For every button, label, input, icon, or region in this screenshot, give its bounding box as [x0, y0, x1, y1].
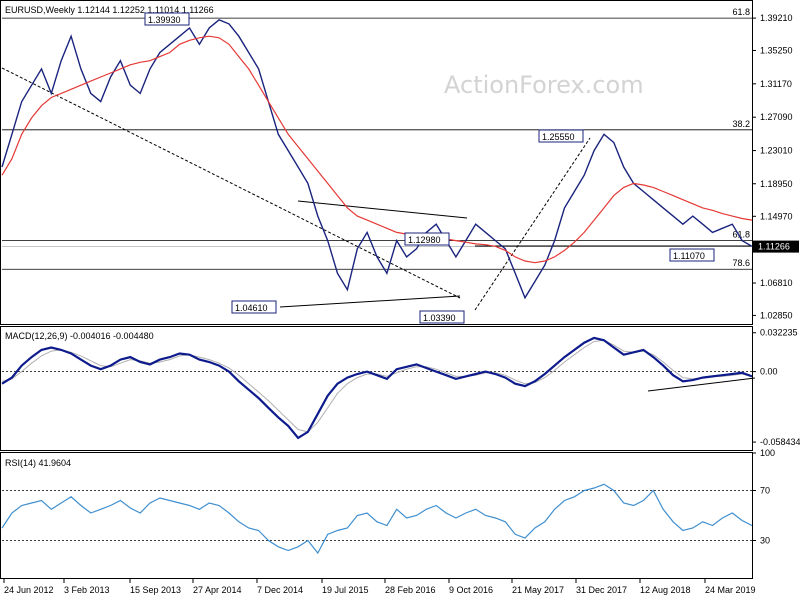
macd-series: [1, 336, 753, 440]
last-price-label: 1.11266: [758, 242, 790, 252]
macd-trend-line: [647, 377, 756, 392]
price-y-tick-label: 1.06810: [760, 278, 793, 288]
price-annotation-label: 1.03390: [423, 313, 456, 323]
price-y-tick-label: 1.23010: [760, 146, 793, 156]
rsi-line: [1, 483, 753, 555]
long-downtrend-line: [1, 67, 461, 299]
price-annotation-box: [419, 310, 465, 324]
x-axis: 24 Jun 2012 3 Feb 2013 15 Sep 2013 27 Apr 2…: [3, 579, 756, 595]
price-annotation-label: 1.11070: [673, 251, 705, 261]
macd-y-axis: 0.032235 0.00 -0.058434: [752, 328, 800, 447]
uptrend-dashed-line: [474, 137, 591, 311]
last-price-tag: [753, 240, 799, 253]
price-series: [1, 18, 753, 300]
x-tick-label: 24 Mar 2019: [705, 585, 756, 595]
price-y-tick-label: 1.35250: [760, 45, 793, 55]
price-annotation-box: [231, 300, 277, 314]
price-annotation-label: 1.12980: [408, 235, 441, 245]
price-y-tick-label: 1.14970: [760, 211, 793, 221]
price-y-tick-label: 1.31170: [760, 79, 792, 89]
x-tick-label: 31 Dec 2017: [576, 585, 627, 595]
macd-main-line: [1, 336, 753, 440]
rsi-y-tick-label: 70: [760, 486, 770, 496]
price-y-tick-label: 1.27090: [760, 112, 793, 122]
price-annotation-label: 1.04610: [235, 303, 268, 313]
price-y-tick-label: 1.39210: [760, 13, 793, 23]
rsi-series: [1, 483, 753, 555]
x-tick-label: 24 Jun 2012: [4, 585, 54, 595]
rsi-y-axis: 100 70 30: [752, 448, 775, 546]
fib-level-label: 61.8: [732, 230, 750, 240]
price-trendlines: [1, 67, 752, 311]
price-annotation-box: [669, 248, 715, 262]
moving-average-line: [1, 35, 753, 264]
rsi-panel-frame: [0, 452, 753, 579]
x-tick-label: 28 Feb 2016: [385, 585, 436, 595]
price-annotation-label: 1.39930: [148, 15, 181, 25]
macd-header: MACD(12,26,9) -0.004016 -0.004480: [5, 331, 154, 341]
price-y-tick-label: 1.02850: [760, 310, 793, 320]
price-y-tick-label: 1.18950: [760, 179, 793, 189]
macd-signal-line: [1, 339, 753, 433]
fib-level-label: 78.6: [732, 258, 750, 268]
fib-level-label: 38.2: [732, 119, 750, 129]
x-tick-label: 9 Oct 2016: [449, 585, 493, 595]
x-tick-label: 12 Aug 2018: [640, 585, 691, 595]
price-annotation-box: [144, 12, 190, 26]
support-trend-line: [279, 295, 461, 308]
x-tick-label: 3 Feb 2013: [64, 585, 110, 595]
x-tick-label: 19 Jul 2015: [322, 585, 369, 595]
x-tick-label: 7 Dec 2014: [257, 585, 303, 595]
resistance-trend-line: [297, 200, 468, 219]
price-annotation-box: [404, 232, 450, 246]
x-tick-label: 15 Sep 2013: [130, 585, 181, 595]
macd-panel-frame: [0, 326, 753, 451]
price-panel-frame: [0, 0, 753, 325]
macd-y-tick-label: 0.032235: [760, 328, 798, 338]
rsi-y-tick-label: 100: [760, 448, 775, 458]
price-annotations: 1.39930 1.04610 1.12980 1.03390 1.25550 1.110…: [144, 12, 715, 324]
fib-level-label: 61.8: [732, 7, 750, 17]
rsi-grid: [2, 490, 752, 541]
price-header: EURUSD,Weekly 1.12144 1.12252 1.11014 1.…: [5, 5, 214, 15]
macd-y-tick-label: 0.00: [760, 367, 778, 377]
x-tick-label: 21 May 2017: [512, 585, 564, 595]
watermark: ActionForex.com: [444, 71, 644, 99]
price-annotation-box: [538, 129, 584, 143]
price-line: [1, 18, 753, 300]
macd-y-tick-label: -0.058434: [760, 437, 800, 447]
price-grid: 61.8 38.2 61.8 78.6: [2, 7, 752, 270]
rsi-header: RSI(14) 41.9604: [5, 458, 71, 468]
x-tick-label: 27 Apr 2014: [193, 585, 242, 595]
price-y-axis: 1.39210 1.35250 1.31170 1.27090 1.23010 1.189…: [752, 13, 799, 320]
rsi-y-tick-label: 30: [760, 536, 770, 546]
price-annotation-label: 1.25550: [542, 132, 575, 142]
